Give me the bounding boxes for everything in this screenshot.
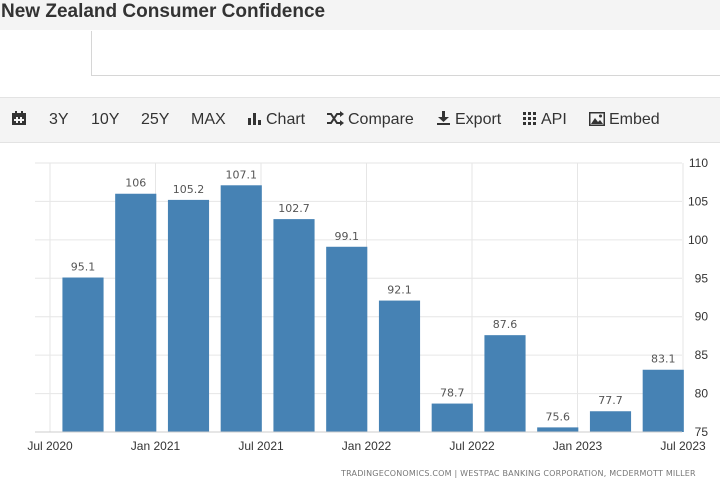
bar-value-label: 77.7 bbox=[598, 394, 623, 407]
bar[interactable] bbox=[326, 246, 368, 432]
embed-button[interactable]: Embed bbox=[588, 98, 660, 142]
export-button-label: Export bbox=[455, 111, 502, 128]
bar-chart-icon bbox=[248, 113, 261, 125]
y-tick-label: 80 bbox=[695, 387, 709, 401]
bar[interactable] bbox=[589, 411, 632, 432]
x-tick-label: Jan 2022 bbox=[342, 439, 392, 453]
x-tick-label: Jul 2020 bbox=[27, 439, 73, 453]
bar-value-label: 106 bbox=[125, 177, 146, 190]
range-25y-button[interactable]: 25Y bbox=[141, 111, 170, 128]
y-tick-label: 105 bbox=[688, 194, 708, 208]
bar[interactable] bbox=[537, 427, 579, 432]
y-tick-label: 110 bbox=[689, 156, 708, 170]
bar-value-label: 102.7 bbox=[278, 202, 310, 215]
x-tick-label: Jul 2021 bbox=[238, 439, 284, 453]
bar-value-label: 83.1 bbox=[651, 353, 676, 366]
x-tick-label: Jul 2023 bbox=[660, 439, 706, 453]
bar[interactable] bbox=[115, 193, 157, 432]
download-icon bbox=[437, 111, 450, 125]
bar[interactable] bbox=[484, 335, 526, 432]
chart-button-label: Chart bbox=[266, 111, 306, 128]
bar-value-label: 92.1 bbox=[387, 284, 412, 297]
compare-button-label: Compare bbox=[348, 111, 414, 128]
source-credit: TRADINGECONOMICS.COM | WESTPAC BANKING C… bbox=[341, 469, 696, 478]
bar-value-label: 87.6 bbox=[493, 318, 518, 331]
chart-button[interactable]: Chart bbox=[247, 98, 305, 142]
embed-button-label: Embed bbox=[609, 111, 660, 128]
bar-value-label: 107.1 bbox=[226, 168, 258, 181]
api-button-label: API bbox=[541, 111, 567, 128]
range-max-button[interactable]: MAX bbox=[191, 111, 226, 128]
title-bar: New Zealand Consumer Confidence bbox=[0, 0, 720, 30]
x-tick-label: Jan 2021 bbox=[131, 439, 181, 453]
y-tick-label: 85 bbox=[695, 348, 709, 362]
x-tick-label: Jan 2023 bbox=[553, 439, 603, 453]
x-axis: Jul 2020 Jan 2021 Jul 2021 Jan 2022 Jul 2022… bbox=[27, 431, 706, 453]
bar-value-label: 105.2 bbox=[173, 183, 205, 196]
bar-value-labels: 95.1 106 105.2 107.1 102.7 99.1 92.1 78.7 87.6 75… bbox=[71, 168, 676, 423]
shuffle-icon bbox=[327, 111, 344, 126]
y-tick-label: 90 bbox=[695, 310, 709, 324]
x-tick-label: Jul 2022 bbox=[449, 439, 495, 453]
bar[interactable] bbox=[431, 403, 473, 432]
bar-value-label: 95.1 bbox=[71, 261, 96, 274]
y-tick-label: 100 bbox=[688, 233, 708, 247]
range-3y-button[interactable]: 3Y bbox=[49, 111, 69, 128]
bar[interactable] bbox=[220, 185, 262, 432]
y-tick-label: 95 bbox=[695, 271, 709, 285]
bar-value-label: 99.1 bbox=[335, 230, 360, 243]
bar-chart: 95.1 106 105.2 107.1 102.7 99.1 92.1 78.7 87.6 75… bbox=[27, 156, 708, 453]
image-icon bbox=[588, 111, 606, 127]
info-panel bbox=[91, 31, 720, 76]
range-10y-button[interactable]: 10Y bbox=[91, 111, 120, 128]
compare-button[interactable]: Compare bbox=[326, 98, 414, 142]
export-button[interactable]: Export bbox=[436, 98, 501, 142]
bar[interactable] bbox=[62, 277, 104, 432]
bars bbox=[62, 185, 684, 432]
y-tick-label: 75 bbox=[695, 425, 709, 439]
calendar-icon bbox=[12, 111, 26, 125]
grid-icon bbox=[523, 112, 536, 125]
toolbar: 3Y 10Y 25Y MAX Chart Compare Export API bbox=[0, 97, 720, 143]
api-button[interactable]: API bbox=[522, 98, 567, 142]
bar-value-label: 78.7 bbox=[440, 387, 465, 400]
bar[interactable] bbox=[273, 219, 315, 432]
y-axis: 110 105 100 95 90 85 80 75 bbox=[688, 156, 708, 439]
bar-value-label: 75.6 bbox=[546, 410, 571, 423]
calendar-button[interactable] bbox=[11, 98, 31, 142]
bar[interactable] bbox=[167, 199, 210, 432]
bar[interactable] bbox=[642, 369, 684, 432]
page-title: New Zealand Consumer Confidence bbox=[1, 1, 326, 22]
bar[interactable] bbox=[378, 300, 421, 432]
